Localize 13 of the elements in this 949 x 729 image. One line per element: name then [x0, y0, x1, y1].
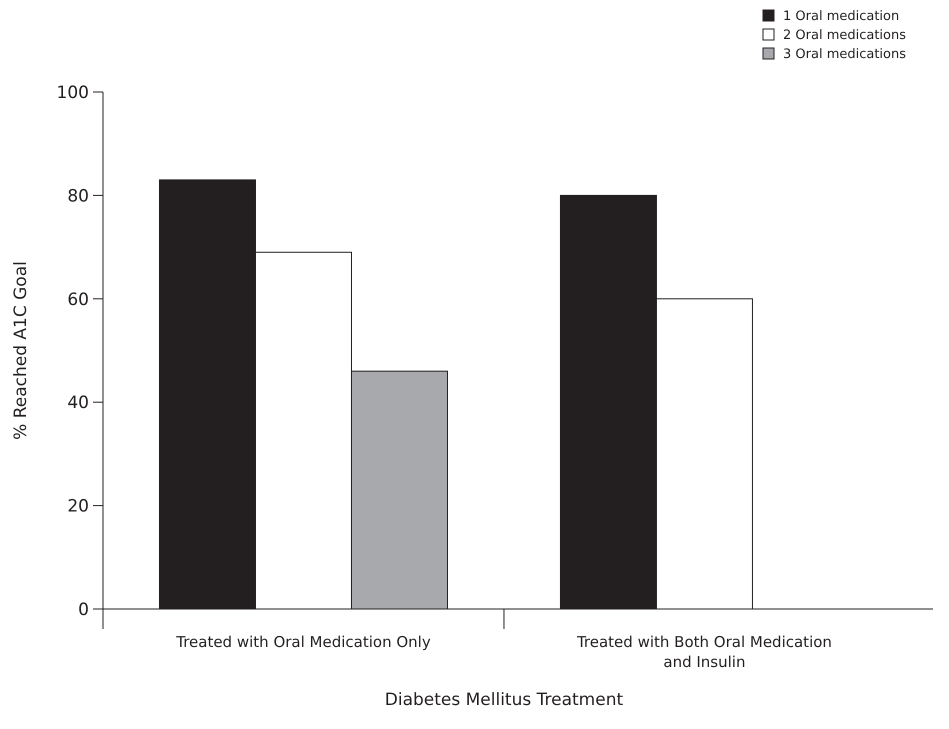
- x-tick-label: Treated with Oral Medication Only: [175, 633, 431, 651]
- y-axis-title: % Reached A1C Goal: [11, 261, 31, 440]
- y-tick-label: 0: [78, 600, 89, 620]
- x-tick-label: Treated with Both Oral Medication and Insulin: [576, 633, 832, 671]
- x-axis-title: Diabetes Mellitus Treatment: [384, 690, 624, 710]
- legend-label: 3 Oral medications: [783, 47, 906, 62]
- y-tick-label: 100: [56, 82, 89, 103]
- y-tick-label: 40: [67, 393, 89, 414]
- y-tick-label: 80: [67, 186, 89, 206]
- legend-label: 2 Oral medications: [783, 28, 906, 43]
- y-tick-label: 60: [67, 290, 89, 310]
- y-tick-label: 20: [67, 496, 89, 517]
- legend-label: 1 Oral medication: [783, 9, 900, 24]
